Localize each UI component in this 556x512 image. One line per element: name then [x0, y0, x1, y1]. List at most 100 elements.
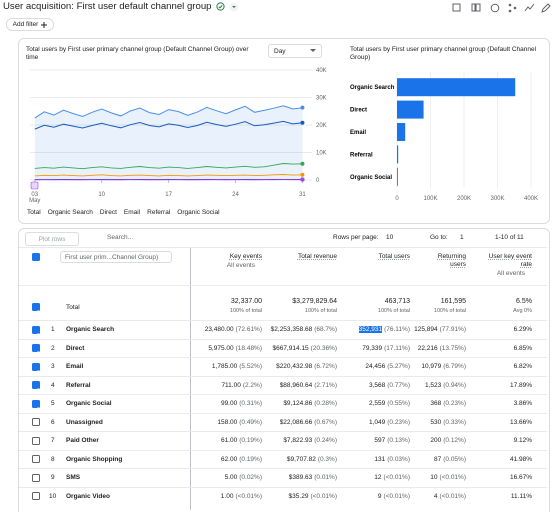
x-month-label: May [29, 198, 40, 204]
checkbox[interactable] [32, 492, 40, 500]
rows-per-page[interactable]: 10 [386, 234, 394, 241]
cell-value: 16.67% [509, 474, 532, 481]
cell-value: $9,124.86 [283, 400, 313, 407]
cell-value: 3.86% [513, 400, 532, 407]
cell: $22,086.66 (0.67%) [280, 419, 337, 426]
period-select[interactable]: Day [268, 44, 322, 58]
check-mark [33, 388, 39, 393]
cell: 1,049 (0.23%) [369, 419, 410, 426]
check-mark [33, 369, 39, 375]
column-header[interactable]: Total revenue [297, 253, 337, 260]
checkbox[interactable] [32, 418, 40, 426]
column-sub[interactable]: All events [226, 262, 255, 269]
x-tick-label: 24 [232, 192, 239, 198]
cell: 597 (0.13%) [374, 437, 410, 444]
cell-value: 23,480.00 [204, 326, 234, 333]
cell-share: (0.19%) [239, 437, 262, 444]
checkbox[interactable] [32, 303, 40, 315]
cell-value: 1,049 [368, 418, 386, 426]
checkbox[interactable] [32, 325, 40, 338]
cell: 2,559 (0.55%) [369, 400, 410, 407]
cell-value: $35.29 [288, 492, 309, 500]
cell-value: 22,216 [417, 344, 438, 352]
cell-value: 24,456 [365, 363, 386, 370]
plot-rows-button[interactable]: Plot rows [25, 232, 79, 246]
x-tick-label: 03 [31, 192, 38, 198]
checkbox[interactable] [32, 362, 40, 375]
search-input[interactable]: Search... [107, 234, 134, 241]
legend-label: Organic Search [47, 209, 93, 216]
y-tick-label: 10K [316, 151, 327, 157]
cell-share: (2.2%) [242, 381, 262, 389]
cell-share: (<0.01%) [383, 492, 410, 500]
checkbox[interactable] [32, 399, 40, 412]
checkbox[interactable] [32, 381, 40, 393]
line [34, 105, 303, 119]
go-to-label: Go to: [430, 234, 448, 241]
cell: 368 (0.23%) [430, 400, 466, 407]
cell: $9,707.82 (0.3%) [287, 456, 337, 463]
cell-value: 200 [430, 437, 442, 444]
rows-per-page-label: Rows per page: [333, 234, 379, 241]
go-to[interactable]: 1 [460, 234, 464, 241]
rowline [19, 338, 547, 340]
cell: 23,480.00 (72.61%) [205, 326, 262, 333]
cell: 87 (0.05%) [434, 456, 466, 463]
table-card [18, 228, 550, 512]
column-header[interactable]: Key events [229, 253, 262, 260]
cell-share: (0.28%) [314, 400, 337, 407]
column-sub[interactable]: All events [496, 270, 525, 277]
column-header[interactable]: Total users [378, 253, 410, 260]
cell-value: 1.00 [220, 492, 234, 500]
cell: $9,124.86 (0.28%) [283, 400, 337, 407]
row-name: Organic Social [66, 400, 112, 407]
rowline [19, 486, 547, 488]
legend-label: Organic Social [177, 209, 220, 216]
checkbox[interactable] [32, 344, 40, 356]
cell-value: 125,894 [414, 326, 438, 333]
rowline [19, 468, 547, 469]
cell-value: 597 [374, 437, 386, 444]
y-tick-label: 0 [316, 178, 320, 184]
column-header[interactable]: User key event rate [488, 253, 532, 268]
cell: 530 (0.33%) [430, 419, 466, 426]
total-value: 6.5% [516, 298, 532, 305]
cell-share: (<0.01%) [439, 474, 466, 481]
cell: 1,785.00 (5.52%) [212, 363, 262, 370]
legend-item: Total [25, 209, 41, 216]
cell-value: 9 [377, 492, 382, 500]
dimension-select[interactable]: First user prim...Channel Group) [60, 251, 172, 263]
row-index: 1 [51, 326, 55, 333]
cell: 12 (<0.01%) [374, 474, 410, 481]
cell-value: $389.63 [288, 474, 313, 481]
cell: 3,568 (0.77%) [369, 382, 410, 389]
cell-value: $22,086.66 [279, 418, 313, 426]
cell-share: (<0.01%) [439, 492, 466, 500]
checkbox[interactable] [32, 253, 40, 263]
cell-value: 368 [430, 400, 442, 407]
y-tick-label: 20K [316, 123, 327, 129]
add-filter[interactable]: Add filter [6, 18, 54, 31]
total-share: 100% of total [433, 308, 466, 314]
title-menu[interactable] [229, 2, 239, 12]
cell-share: (0.05%) [443, 455, 466, 463]
cell-share: (6.79%) [443, 363, 466, 370]
period-label: Day [274, 47, 286, 55]
total-value: 463,713 [384, 298, 410, 305]
checkbox[interactable] [32, 455, 40, 463]
rowline [19, 285, 547, 286]
checkbox[interactable] [32, 436, 40, 445]
cell: 10 (<0.01%) [430, 474, 466, 481]
plus-icon [41, 21, 48, 28]
checkbox[interactable] [32, 473, 40, 482]
category-label: Referral [350, 152, 373, 158]
cell-value: $667,914.15 [272, 344, 309, 352]
cell-share: (5.27%) [387, 363, 410, 370]
category-label: Organic Social [350, 175, 392, 181]
column-header[interactable]: Returning users [437, 253, 466, 268]
toolbar-icons[interactable] [452, 2, 552, 14]
total-value: $3,279,829.64 [292, 298, 337, 305]
cell: 9 (<0.01%) [378, 493, 410, 500]
row-index: 6 [51, 418, 55, 426]
